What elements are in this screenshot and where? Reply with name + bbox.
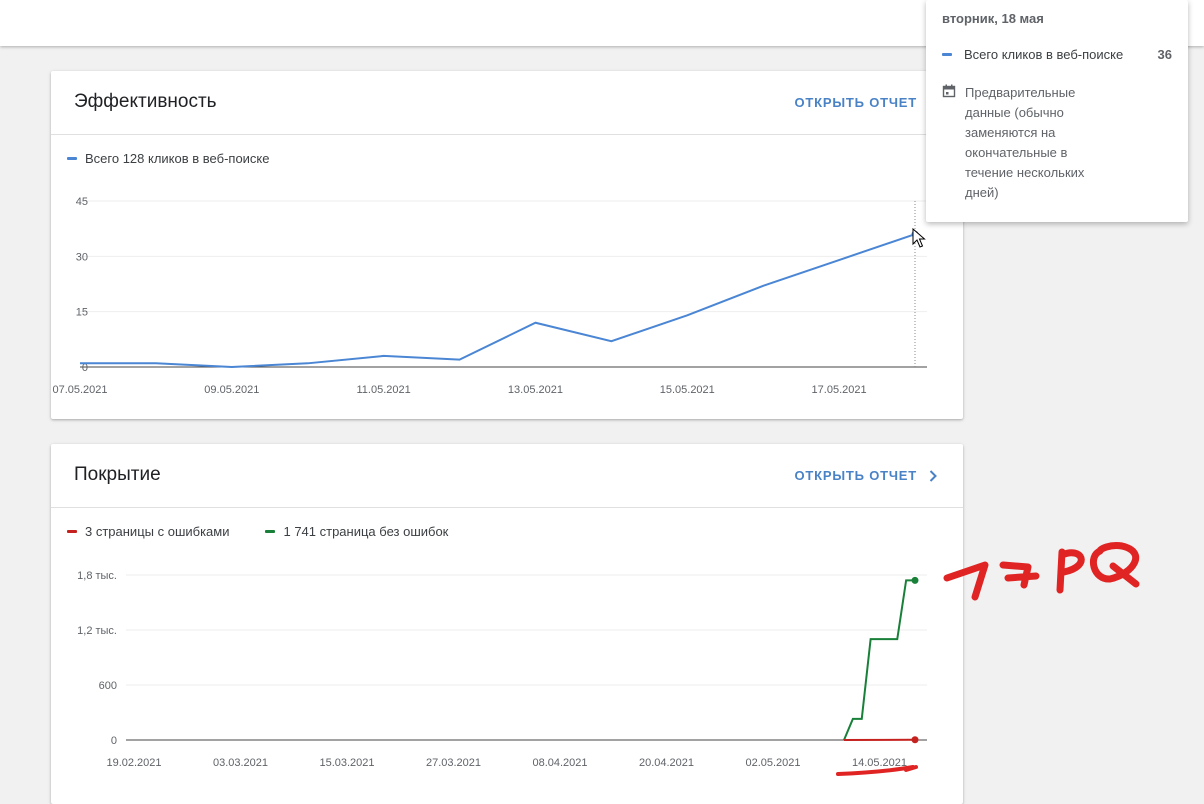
tooltip-date: вторник, 18 мая [942, 11, 1044, 26]
tooltip-note-text: Предварительные данные (обычно заменяютс… [965, 83, 1115, 203]
y-tick-label: 1,2 тыс. [77, 625, 117, 637]
tooltip-series-row: Всего кликов в веб-поиске 36 [942, 47, 1172, 62]
series-line-clicks [80, 234, 915, 367]
y-tick-label: 30 [76, 251, 88, 263]
x-tick-label: 17.05.2021 [812, 384, 867, 396]
x-tick-label: 19.02.2021 [106, 757, 161, 769]
x-tick-label: 15.05.2021 [660, 384, 715, 396]
x-tick-label: 15.03.2021 [319, 757, 374, 769]
tooltip-series-label: Всего кликов в веб-поиске [964, 47, 1123, 62]
data-point [912, 577, 919, 584]
coverage-card: Покрытие ОТКРЫТЬ ОТЧЕТ 3 страницы с ошиб… [51, 444, 963, 804]
x-tick-label: 27.03.2021 [426, 757, 481, 769]
x-tick-label: 07.05.2021 [52, 384, 107, 396]
y-tick-label: 0 [111, 735, 117, 747]
tooltip-series-value: 36 [1158, 47, 1172, 62]
y-tick-label: 600 [99, 680, 117, 692]
mouse-cursor-icon [913, 229, 925, 247]
performance-card: Эффективность ОТКРЫТЬ ОТЧЕТ Всего 128 кл… [51, 71, 963, 419]
y-tick-label: 1,8 тыс. [77, 570, 117, 582]
handwritten-number [947, 546, 1136, 597]
tooltip-note: Предварительные данные (обычно заменяютс… [942, 83, 1172, 203]
y-tick-label: 45 [76, 196, 88, 208]
coverage-chart[interactable]: 0 600 1,2 тыс. 1,8 тыс. 19.02.2021 03.03.2021… [51, 444, 963, 804]
calendar-icon [942, 84, 956, 98]
chart-tooltip: вторник, 18 мая Всего кликов в веб-поиск… [926, 0, 1188, 222]
x-tick-label: 11.05.2021 [357, 384, 411, 396]
x-tick-label: 13.05.2021 [508, 384, 563, 396]
x-tick-label: 09.05.2021 [204, 384, 259, 396]
y-tick-label: 15 [76, 307, 88, 319]
tooltip-swatch [942, 53, 952, 56]
data-point [912, 736, 919, 743]
x-tick-label: 20.04.2021 [639, 757, 694, 769]
x-tick-label: 08.04.2021 [532, 757, 587, 769]
x-tick-label: 02.05.2021 [745, 757, 800, 769]
series-line-valid [844, 580, 915, 740]
x-tick-label: 14.05.2021 [852, 757, 907, 769]
x-tick-label: 03.03.2021 [213, 757, 268, 769]
